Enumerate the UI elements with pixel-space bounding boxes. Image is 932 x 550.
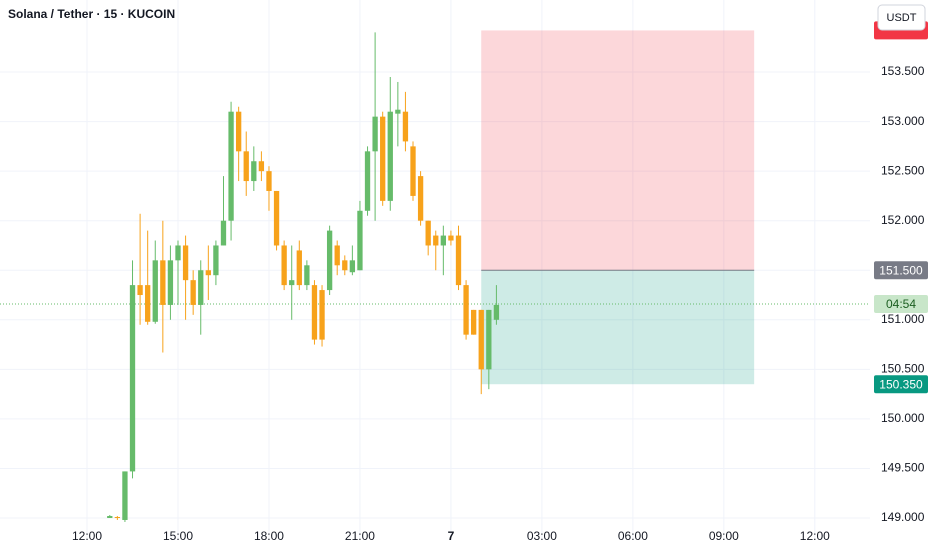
y-tick-label: 150.500 [881,362,925,376]
candle-body [342,260,348,271]
y-tick-label: 150.000 [881,411,925,425]
grid [0,0,870,540]
candle-body [372,116,378,152]
candle-body [463,285,469,335]
candle-body [281,245,287,286]
axes: 149.000 149.500 150.000 150.500 151.000 151.5… [72,21,928,543]
candle-body [122,471,128,520]
y-tick-label: 149.000 [881,510,925,524]
entry-tag: 151.500 [879,263,923,277]
y-tick-label: 153.000 [881,114,925,128]
x-tick-label: 09:00 [709,529,739,543]
target-zone [481,270,755,385]
stop-zone [481,30,755,271]
candle-body [493,304,500,320]
candle-body [326,230,333,291]
candle-body [258,161,265,172]
countdown-tag: 04:54 [886,297,916,311]
candle-body [364,151,371,211]
x-tick-label: 12:00 [72,529,102,543]
candle-body [304,265,310,286]
candle-body [220,220,227,246]
candle-body [410,146,416,196]
target-tag: 150.350 [879,377,923,391]
candle-body [349,260,356,273]
candle-body [175,245,181,261]
candle-body [417,176,424,221]
candle-body [478,309,484,370]
candle-body [296,250,302,286]
y-tick-label: 151.000 [881,312,925,326]
position [0,30,870,385]
x-tick-label: 12:00 [800,529,830,543]
countdown-tag-bg [874,294,928,313]
x-tick-label: 03:00 [527,529,557,543]
candle-body [129,285,136,472]
candle-body [107,516,113,518]
candle-body [182,245,189,281]
candle-body [455,235,462,286]
x-tick-label: 15:00 [163,529,193,543]
y-tick-label: 152.500 [881,163,925,177]
x-tick-label: 18:00 [254,529,284,543]
candle-body [145,285,151,322]
candle-body [471,309,477,335]
target-tag-bg [874,375,928,394]
candle-body [334,245,340,266]
currency-label[interactable]: USDT [887,12,917,24]
candle-body [311,285,318,340]
candle-body [266,171,272,191]
x-tick-label: 21:00 [345,529,375,543]
candle-body [402,111,409,142]
candle-body [425,220,431,246]
candle-body [251,161,257,182]
candle-body [243,151,249,182]
candle-body [395,109,401,114]
candle-body [205,270,211,276]
candle-body [152,260,158,322]
candle-body [433,235,439,246]
candle-body [213,245,219,276]
candles [107,32,500,522]
candle-body [160,260,166,305]
candle-body [357,210,363,271]
y-tick-label: 149.500 [881,461,925,475]
candle-body [440,235,446,246]
currency-button[interactable] [877,4,926,31]
y-tick-label: 153.500 [881,64,925,78]
y-tick-label: 152.000 [881,213,925,227]
entry-tag-bg [874,261,928,280]
candle-body [228,111,234,221]
candle-body [114,517,121,519]
candle-body [273,190,280,246]
x-tick-label: 06:00 [618,529,648,543]
candle-body [380,116,386,201]
x-tick-label: 7 [448,529,455,543]
candle-body [198,270,204,305]
candle-body [235,111,242,152]
chart-title: Solana / Tether · 15 · KUCOIN [8,7,175,21]
candle-body [319,290,325,340]
candle-body [190,280,196,305]
candle-body [387,111,393,201]
candle-body [137,285,143,296]
candle-body [486,309,492,370]
candle-body [448,235,454,241]
candle-body [289,280,295,286]
candle-body [167,260,174,305]
